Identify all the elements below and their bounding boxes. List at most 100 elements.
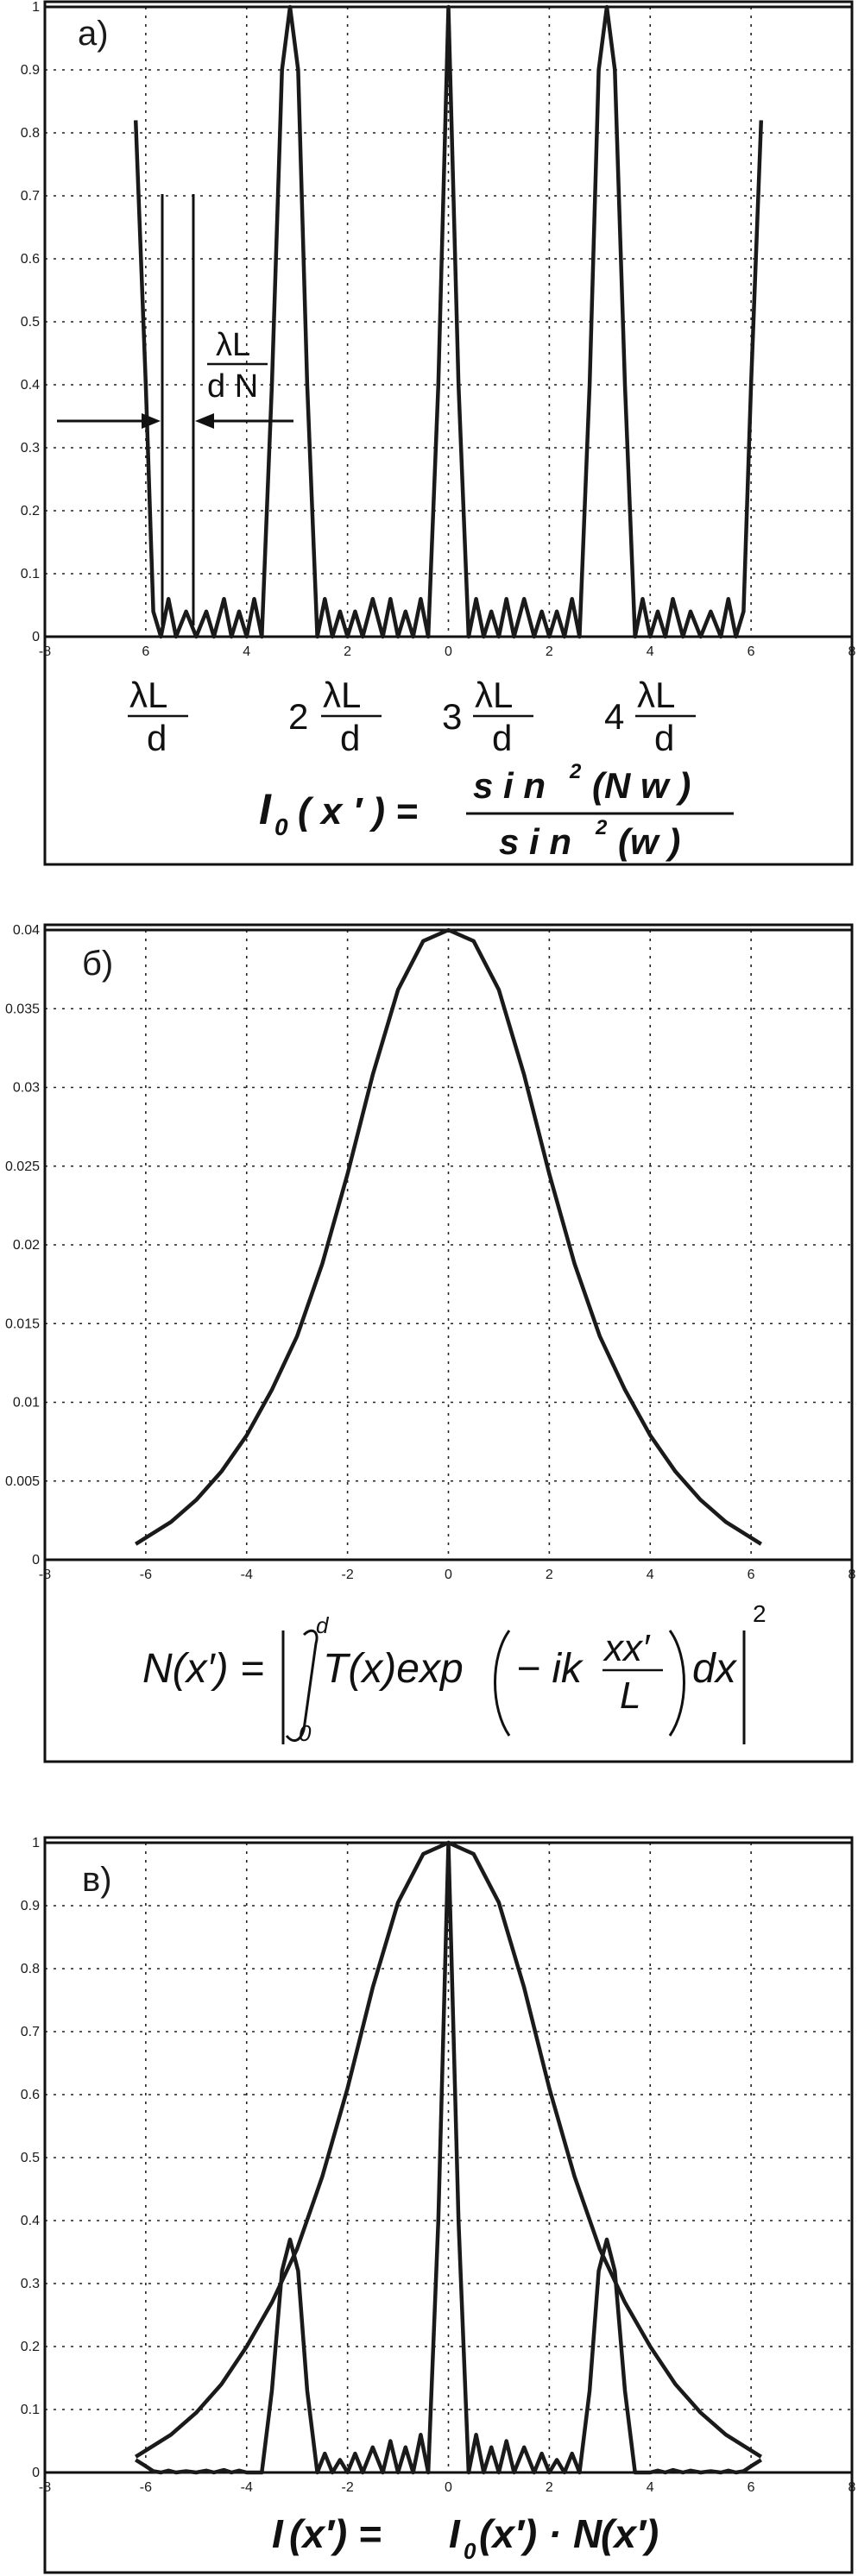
svg-text:λL: λL [129, 675, 167, 715]
svg-text:λL: λL [637, 675, 675, 715]
svg-text:λL: λL [323, 675, 361, 715]
svg-text:− ik: − ik [516, 1646, 584, 1692]
svg-text:2: 2 [595, 816, 608, 839]
x-tick-label: 6 [748, 2480, 755, 2495]
y-tick-label: 0.4 [21, 2214, 40, 2228]
x-tick-label: 2 [546, 2480, 553, 2495]
y-tick-label: 0 [32, 2466, 40, 2480]
spacing-ratio-denominator: d N [207, 368, 258, 405]
x-tick-label: 8 [849, 644, 856, 659]
x-tick-label: -2 [342, 1568, 354, 1582]
panel-c-plot: -8 -6 -4 -2 0 2 4 6 8 0 0.1 0.2 0.3 0.4 0.5 0.6 0.7 0.8 0.… [21, 1836, 856, 2495]
svg-text:(x′): (x′) [601, 2511, 659, 2556]
y-tick-label: 1 [32, 0, 40, 15]
order-label-1: λL d [128, 675, 188, 758]
svg-text:2: 2 [569, 760, 582, 783]
y-tick-label: 0.5 [21, 2151, 40, 2165]
y-tick-label: 0.005 [5, 1474, 40, 1489]
x-tick-label: 0 [445, 644, 452, 659]
series-line-a-1 [133, 4, 764, 639]
series-line-c-1 [135, 1840, 762, 2459]
panel-a: -8 6 4 2 0 2 4 6 800.10.20.30.40.50.60.70.80.91 … [21, 0, 856, 866]
y-tick-label: 0 [32, 630, 40, 644]
x-tick-label: 2 [344, 644, 351, 659]
svg-text:dx: dx [692, 1646, 738, 1692]
y-tick-label: 0.025 [5, 1159, 40, 1174]
svg-text:2: 2 [288, 696, 308, 737]
svg-text:(x′) ·: (x′) · [479, 2511, 561, 2556]
x-tick-label: -2 [342, 2480, 354, 2495]
x-tick-label: 2 [546, 1568, 553, 1582]
svg-text:T(x)exp: T(x)exp [323, 1646, 464, 1692]
panel-a-plot: -8 6 4 2 0 2 4 6 8 0 0.1 0.2 0.3 0.4 0.5 0.6 0.7 0.8 0.9 1 [21, 0, 856, 659]
x-tick-label: 4 [647, 644, 654, 659]
series-line-b-1 [135, 927, 762, 1546]
formula-envelope: N(x′) = d 0 T(x)exp − ik xx′ L dx 2 [142, 1600, 767, 1746]
y-tick-label: 0.7 [21, 2025, 40, 2039]
panel-c-label: в) [82, 1861, 112, 1899]
svg-text:s i n: s i n [499, 821, 571, 862]
y-tick-label: 0.9 [21, 1899, 40, 1913]
x-tick-label: 6 [142, 644, 149, 659]
x-tick-label: 8 [849, 2480, 856, 2495]
spacing-ratio-numerator: λL [216, 327, 250, 363]
svg-text:L: L [620, 1674, 640, 1717]
svg-text:d: d [316, 1612, 330, 1638]
y-tick-label: 0.8 [21, 1962, 40, 1976]
y-tick-label: 0.2 [21, 504, 40, 518]
svg-text:2: 2 [753, 1600, 767, 1627]
x-tick-label: -4 [241, 2480, 253, 2495]
svg-text:d: d [492, 718, 512, 758]
y-tick-label: 0.4 [21, 378, 40, 393]
y-tick-label: 0 [32, 1553, 40, 1568]
panel-b-label: б) [82, 945, 113, 983]
x-tick-label: -6 [140, 1568, 152, 1582]
svg-text:3: 3 [442, 696, 462, 737]
x-tick-label: -4 [241, 1568, 253, 1582]
order-labels: λL d 2 λL d 3 λL d 4 λL d [128, 675, 696, 758]
svg-text:0: 0 [464, 2538, 476, 2564]
x-tick-label: 0 [445, 2480, 452, 2495]
panel-c: -8 -6 -4 -2 0 2 4 6 8 0 0.1 0.2 0.3 0.4 0.5 0.6 0.7 0.8 0.… [21, 1836, 856, 2574]
order-label-3: 3 λL d [442, 675, 533, 758]
svg-text:xx′: xx′ [602, 1627, 651, 1669]
x-tick-label: 6 [748, 644, 755, 659]
panel-b: -8 -6 -4 -2 0 2 4 6 8 0 0.005 0.01 0.015 0.02 0.025 0.0… [5, 923, 856, 1763]
svg-text:N(x′) =: N(x′) = [142, 1646, 264, 1692]
y-tick-label: 0.8 [21, 126, 40, 141]
y-tick-label: 0.2 [21, 2340, 40, 2354]
x-tick-label: -8 [39, 2480, 51, 2495]
y-tick-label: 0.6 [21, 2088, 40, 2102]
y-tick-label: 0.1 [21, 567, 40, 581]
panel-b-plot: -8 -6 -4 -2 0 2 4 6 8 0 0.005 0.01 0.015 0.02 0.025 0.0… [5, 923, 856, 1582]
y-tick-label: 0.03 [13, 1081, 40, 1096]
svg-text:λL: λL [475, 675, 513, 715]
order-label-4: 4 λL d [604, 675, 696, 758]
svg-text:s i n: s i n [473, 765, 546, 806]
y-tick-label: 0.1 [21, 2403, 40, 2417]
x-tick-label: 6 [748, 1568, 755, 1582]
y-tick-label: 0.035 [5, 1002, 40, 1016]
y-tick-label: 1 [32, 1836, 40, 1850]
y-tick-label: 0.5 [21, 315, 40, 330]
x-tick-label: -6 [140, 2480, 152, 2495]
panel-a-label: а) [78, 15, 109, 53]
x-tick-label: -8 [39, 644, 51, 659]
y-tick-label: 0.04 [13, 923, 40, 938]
x-tick-label: 4 [647, 1568, 654, 1582]
svg-text:(N w ): (N w ) [592, 765, 691, 806]
svg-text:I: I [259, 785, 272, 833]
order-label-2: 2 λL d [288, 675, 382, 758]
x-tick-label: 4 [243, 644, 250, 659]
x-tick-label: 4 [647, 2480, 654, 2495]
x-tick-label: 2 [546, 644, 553, 659]
svg-text:0: 0 [274, 814, 288, 840]
y-tick-label: 0.02 [13, 1238, 40, 1253]
y-tick-label: 0.3 [21, 441, 40, 456]
y-tick-label: 0.01 [13, 1396, 40, 1411]
y-tick-label: 0.7 [21, 189, 40, 204]
svg-text:I: I [449, 2511, 461, 2556]
formula-intensity-grating: I 0 ( x ′ ) = s i n 2 (N w ) s i n 2 (w … [259, 760, 734, 862]
x-tick-label: 8 [849, 1568, 856, 1582]
svg-text:d: d [147, 718, 167, 758]
